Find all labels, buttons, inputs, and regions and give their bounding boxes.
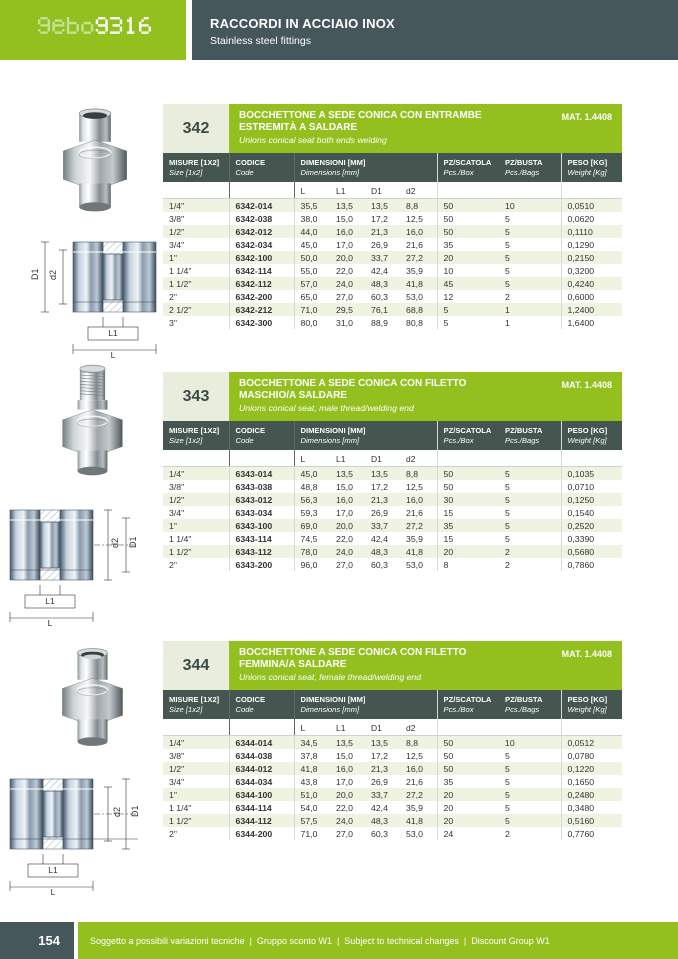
svg-text:d2: d2 [48,270,58,280]
svg-text:D1: D1 [128,536,138,548]
svg-text:L: L [51,887,56,897]
svg-text:D1: D1 [130,805,140,817]
svg-text:d2: d2 [110,538,120,548]
svg-text:L1: L1 [48,865,58,875]
svg-text:d2: d2 [112,807,122,817]
svg-text:L: L [111,350,116,360]
svg-text:L1: L1 [108,328,118,338]
svg-text:L: L [48,618,53,628]
svg-text:D1: D1 [30,268,40,280]
svg-text:L1: L1 [45,596,55,606]
